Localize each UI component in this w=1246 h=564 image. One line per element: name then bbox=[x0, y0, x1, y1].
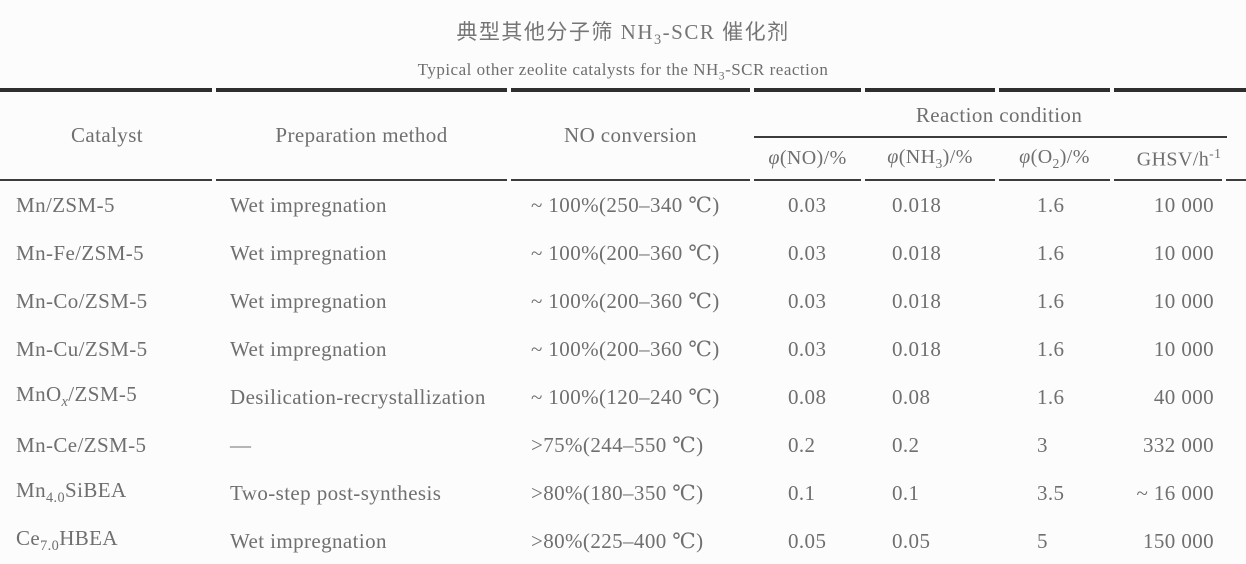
cell-phi-nh3: 0.1 bbox=[892, 480, 920, 505]
cell-catalyst: Mn/ZSM-5 bbox=[16, 192, 115, 217]
table-row: Mn-Co/ZSM-5 Wet impregnation ~ 100%(200–… bbox=[0, 277, 1246, 325]
cell-ghsv: 150 000 bbox=[1142, 528, 1215, 553]
rule-gap bbox=[861, 179, 865, 186]
table-row: MnOx/ZSM-5 Desilication-recrystallizatio… bbox=[0, 373, 1246, 421]
cell-phi-o2: 5 bbox=[1037, 528, 1048, 553]
column-header-catalyst: Catalyst bbox=[70, 123, 144, 147]
rule-gap bbox=[995, 549, 999, 558]
cell-phi-no: 0.08 bbox=[788, 384, 827, 409]
cell-preparation: Wet impregnation bbox=[230, 336, 387, 361]
rule-gap bbox=[750, 179, 754, 186]
rule-gap bbox=[1222, 179, 1226, 186]
cell-phi-nh3: 0.2 bbox=[892, 432, 920, 457]
cell-no-conversion: ~ 100%(250–340 ℃) bbox=[531, 192, 720, 217]
cell-phi-o2: 3.5 bbox=[1037, 480, 1065, 505]
cell-phi-o2: 1.6 bbox=[1037, 384, 1065, 409]
rule-gap bbox=[212, 86, 216, 94]
table-row: Ce7.0HBEA Wet impregnation >80%(225–400 … bbox=[0, 517, 1246, 564]
cell-ghsv: 10 000 bbox=[1153, 336, 1215, 361]
cell-ghsv: 40 000 bbox=[1153, 384, 1215, 409]
cell-phi-no: 0.05 bbox=[788, 528, 827, 553]
rule-gap bbox=[861, 549, 865, 558]
cell-ghsv: 10 000 bbox=[1153, 288, 1215, 313]
cell-phi-o2: 1.6 bbox=[1037, 336, 1065, 361]
cell-phi-nh3: 0.018 bbox=[892, 192, 942, 217]
cell-preparation: — bbox=[230, 432, 252, 457]
cell-phi-nh3: 0.018 bbox=[892, 336, 942, 361]
cell-phi-nh3: 0.08 bbox=[892, 384, 931, 409]
cell-phi-no: 0.1 bbox=[788, 480, 816, 505]
cell-phi-nh3: 0.018 bbox=[892, 240, 942, 265]
cell-ghsv: 10 000 bbox=[1153, 192, 1215, 217]
rule-gap bbox=[1110, 86, 1114, 94]
cell-catalyst: Mn-Cu/ZSM-5 bbox=[16, 336, 148, 361]
cell-catalyst: MnOx/ZSM-5 bbox=[16, 382, 138, 411]
cell-preparation: Wet impregnation bbox=[230, 288, 387, 313]
column-header-ghsv: GHSV/h-1 bbox=[1136, 145, 1222, 171]
cell-ghsv: 332 000 bbox=[1142, 432, 1215, 457]
column-header-reaction-condition: Reaction condition bbox=[752, 90, 1246, 138]
cell-phi-no: 0.03 bbox=[788, 336, 827, 361]
rule-gap bbox=[995, 86, 999, 94]
cell-preparation: Desilication-recrystallization bbox=[230, 384, 486, 409]
cell-no-conversion: >80%(225–400 ℃) bbox=[531, 528, 704, 553]
cell-phi-no: 0.2 bbox=[788, 432, 816, 457]
cell-phi-o2: 1.6 bbox=[1037, 240, 1065, 265]
rule-gap bbox=[861, 86, 865, 94]
cell-phi-no: 0.03 bbox=[788, 192, 827, 217]
rule-gap bbox=[507, 179, 511, 186]
table-row: Mn-Cu/ZSM-5 Wet impregnation ~ 100%(200–… bbox=[0, 325, 1246, 373]
cell-catalyst: Mn-Fe/ZSM-5 bbox=[16, 240, 145, 265]
cell-phi-no: 0.03 bbox=[788, 288, 827, 313]
cell-catalyst: Ce7.0HBEA bbox=[16, 526, 118, 555]
rule-gap bbox=[212, 179, 216, 186]
column-header-phi-nh3: φ(NH3)/% bbox=[887, 145, 973, 171]
column-header-phi-no: φ(NO)/% bbox=[768, 147, 847, 169]
cell-ghsv: 10 000 bbox=[1153, 240, 1215, 265]
table-row: Mn-Ce/ZSM-5 — >75%(244–550 ℃) 0.2 0.2 3 … bbox=[0, 421, 1246, 469]
cell-no-conversion: >80%(180–350 ℃) bbox=[531, 480, 704, 505]
cell-catalyst: Mn-Ce/ZSM-5 bbox=[16, 432, 147, 457]
rule-gap bbox=[507, 86, 511, 94]
cell-no-conversion: ~ 100%(200–360 ℃) bbox=[531, 336, 720, 361]
cell-no-conversion: ~ 100%(200–360 ℃) bbox=[531, 240, 720, 265]
rule-gap bbox=[1222, 549, 1226, 558]
rule-gap bbox=[750, 549, 754, 558]
cell-phi-nh3: 0.018 bbox=[892, 288, 942, 313]
cell-phi-o2: 3 bbox=[1037, 432, 1048, 457]
cell-preparation: Wet impregnation bbox=[230, 528, 387, 553]
cell-preparation: Wet impregnation bbox=[230, 240, 387, 265]
cell-catalyst: Mn4.0SiBEA bbox=[16, 478, 127, 507]
rule-gap bbox=[212, 549, 216, 558]
rule-gap bbox=[507, 549, 511, 558]
column-header-phi-o2: φ(O2)/% bbox=[1019, 145, 1090, 171]
rule-gap bbox=[1110, 549, 1114, 558]
cell-phi-nh3: 0.05 bbox=[892, 528, 931, 553]
table-row: Mn-Fe/ZSM-5 Wet impregnation ~ 100%(200–… bbox=[0, 229, 1246, 277]
cell-no-conversion: >75%(244–550 ℃) bbox=[531, 432, 704, 457]
table-title-zh: 典型其他分子筛 NH3-SCR 催化剂 bbox=[456, 20, 790, 49]
rule-gap bbox=[1110, 179, 1114, 186]
cell-phi-no: 0.03 bbox=[788, 240, 827, 265]
table-title-en: Typical other zeolite catalysts for the … bbox=[417, 60, 829, 83]
cell-preparation: Two-step post-synthesis bbox=[230, 480, 442, 505]
cell-no-conversion: ~ 100%(200–360 ℃) bbox=[531, 288, 720, 313]
cell-catalyst: Mn-Co/ZSM-5 bbox=[16, 288, 148, 313]
column-header-preparation: Preparation method bbox=[275, 123, 448, 147]
column-header-no-conversion: NO conversion bbox=[564, 123, 697, 147]
cell-phi-o2: 1.6 bbox=[1037, 288, 1065, 313]
cell-phi-o2: 1.6 bbox=[1037, 192, 1065, 217]
cell-ghsv: ~ 16 000 bbox=[1136, 480, 1215, 505]
rule-gap bbox=[750, 86, 754, 94]
cell-preparation: Wet impregnation bbox=[230, 192, 387, 217]
catalysts-table: Catalyst Preparation method NO conversio… bbox=[0, 88, 1246, 564]
table-row: Mn/ZSM-5 Wet impregnation ~ 100%(250–340… bbox=[0, 180, 1246, 229]
table-row: Mn4.0SiBEA Two-step post-synthesis >80%(… bbox=[0, 469, 1246, 517]
rule-gap bbox=[995, 179, 999, 186]
cell-no-conversion: ~ 100%(120–240 ℃) bbox=[531, 384, 720, 409]
